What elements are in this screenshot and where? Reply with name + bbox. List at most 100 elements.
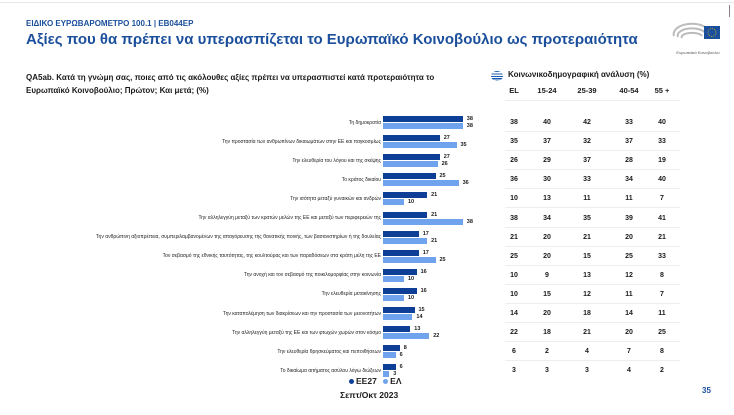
category-label: Την ελευθερία θρησκεύματος και πεποιθήσε…	[277, 348, 381, 355]
row-divider	[505, 131, 680, 132]
data-label: 25	[439, 256, 446, 263]
table-cell: 33	[583, 176, 591, 184]
data-label: 26	[441, 161, 448, 168]
row-divider	[505, 264, 680, 266]
data-label: 6	[399, 352, 403, 359]
bar-ee27	[383, 326, 411, 333]
row-divider	[505, 226, 680, 228]
table-cell: 9	[545, 271, 549, 279]
european-parliament-logo	[672, 22, 720, 39]
table-cell: 25	[625, 252, 633, 260]
table-cell: 13	[543, 195, 551, 203]
top-divider	[0, 2, 734, 3]
data-label: 15	[418, 307, 425, 313]
data-label: 25	[439, 173, 446, 180]
period-label: Σεπτ/Οκτ 2023	[340, 390, 399, 400]
table-cell: 11	[583, 195, 591, 203]
row-divider	[505, 169, 680, 171]
column-header: 55 +	[654, 86, 670, 95]
data-label: 38	[466, 123, 473, 129]
table-cell: 12	[625, 271, 633, 279]
divider	[729, 5, 730, 17]
bar-ee27	[383, 211, 428, 218]
row-divider	[505, 150, 680, 152]
category-label: Το δικαίωμα αιτήματος ασύλου λόγω διώξεω…	[280, 367, 381, 374]
table-cell: 34	[625, 176, 633, 184]
data-label: 21	[431, 237, 438, 244]
data-label: 10	[408, 275, 415, 282]
row-divider	[505, 341, 680, 343]
table-cell: 7	[660, 290, 664, 298]
category-label: Την ελευθερία του λόγου και της σκέψης	[292, 157, 381, 164]
table-cell: 34	[543, 214, 551, 222]
table-cell: 19	[658, 157, 666, 165]
category-label: Τη δημοκρατία	[348, 119, 381, 126]
bar-ee27	[383, 249, 419, 256]
category-label: Την ελευθερία μετακίνησης	[321, 291, 381, 298]
bar-el	[383, 371, 390, 378]
bar-ee27	[383, 307, 415, 313]
table-cell: 33	[625, 119, 633, 126]
table-cell: 40	[658, 176, 666, 184]
category-label: Την ισότητα μεταξύ γυναικών και ανδρών	[290, 195, 381, 202]
table-cell: 10	[510, 290, 518, 298]
legend-swatch-el	[383, 379, 389, 385]
table-cell: 35	[583, 214, 591, 222]
table-cell: 20	[625, 329, 633, 337]
table-title: Κοινωνικοδημογραφική ανάλυση (%)	[508, 70, 650, 79]
table-cell: 25	[658, 329, 666, 337]
bar-el	[383, 199, 404, 206]
column-header: 15-24	[537, 86, 557, 95]
question-text: QA5ab. Κατά τη γνώμη σας, ποιες από τις …	[26, 73, 435, 95]
table-cell: 20	[543, 233, 551, 241]
table-cell: 22	[510, 329, 518, 337]
survey-label: ΕΙΔΙΚΟ ΕΥΡΩΒΑΡΟΜΕΤΡΟ 100.1 | EB044EP	[26, 19, 194, 28]
category-label: Την αλληλεγγύη μεταξύ των κρατών μελών τ…	[198, 215, 381, 221]
table-cell: 30	[543, 176, 551, 184]
table-cell: 25	[510, 252, 518, 260]
table-cell: 8	[660, 271, 664, 279]
bar-ee27	[383, 364, 396, 371]
bar-el	[383, 275, 404, 282]
row-divider	[505, 188, 680, 190]
data-label: 10	[408, 199, 415, 206]
data-label: 17	[422, 230, 429, 237]
row-divider	[505, 207, 680, 209]
table-cell: 18	[543, 329, 551, 337]
legend: EE27 ΕΛ	[345, 376, 402, 386]
data-label: 22	[433, 333, 440, 340]
table-cell: 3	[585, 367, 589, 375]
table-cell: 4	[627, 367, 631, 375]
table-cell: 7	[627, 348, 631, 356]
row-divider	[505, 322, 680, 323]
category-label: Την αλληλεγγύη μεταξύ της ΕΕ και των φτω…	[232, 329, 381, 336]
table-cell: 42	[583, 119, 591, 126]
table-cell: 3	[545, 367, 549, 375]
table-cell: 18	[583, 310, 591, 317]
bar-ee27	[383, 116, 463, 122]
table-cell: 13	[583, 271, 591, 279]
data-label: 3	[393, 371, 397, 378]
data-label: 6	[399, 364, 403, 371]
bar-el	[383, 256, 436, 263]
table-cell: 29	[543, 157, 551, 165]
category-label: Την ανθρώπινη αξιοπρέπεια, συμπεριλαμβαν…	[95, 234, 381, 241]
bar-ee27	[383, 154, 440, 161]
table-cell: 14	[625, 310, 633, 317]
table-cell: 20	[625, 233, 633, 241]
bar-el	[383, 218, 463, 225]
table-cell: 37	[583, 157, 591, 165]
table-cell: 26	[510, 157, 518, 165]
data-label: 16	[420, 268, 427, 275]
legend-label-el: ΕΛ	[390, 376, 402, 386]
bar-el	[383, 161, 438, 168]
row-divider	[505, 245, 680, 247]
table-cell: 21	[510, 233, 518, 241]
table-cell: 6	[512, 348, 516, 356]
table-cell: 21	[658, 233, 666, 241]
row-divider	[505, 360, 680, 362]
table-cell: 14	[510, 310, 518, 317]
data-label: 21	[431, 211, 438, 218]
bar-ee27	[383, 192, 428, 199]
table-cell: 41	[658, 214, 666, 222]
